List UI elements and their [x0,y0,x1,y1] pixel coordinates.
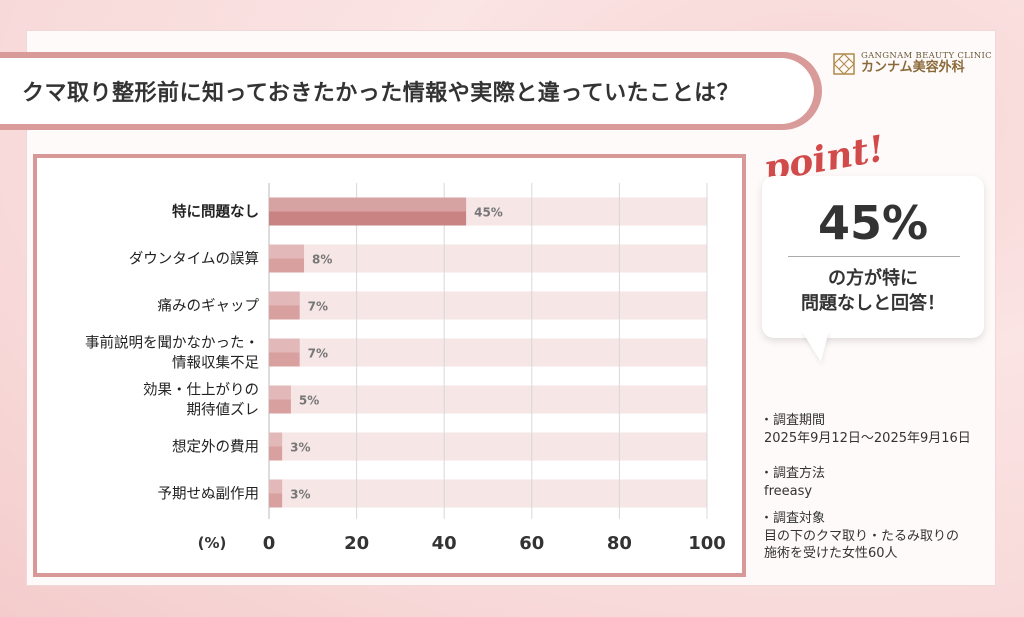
bar [269,432,283,461]
lattice-logo-icon [833,52,855,75]
clinic-logo: GANGNAM BEAUTY CLINIC カンナム美容外科 [833,51,992,76]
category-label: 痛みのギャップ [158,298,260,315]
category-label-line: 情報収集不足 [172,355,259,372]
survey-target-line2: 施術を受けた女性60人 [764,546,898,562]
point-text-line2: 問題なしと回答！ [801,293,945,315]
data-label: 8% [312,253,332,267]
bar [269,197,467,226]
category-label-line: 痛みのギャップ [158,298,260,315]
logo-japanese: カンナム美容外科 [861,60,965,76]
x-tick-label: 80 [607,533,632,554]
point-text-line1: の方が特に [828,268,918,289]
survey-period-label: 調査期間 [760,412,1000,430]
survey-period: 調査期間 2025年9月12日〜2025年9月16日 [760,412,1000,447]
bubble-divider [788,256,960,257]
bar-track [269,432,707,461]
bar-track [269,338,707,367]
x-tick-label: 0 [263,533,276,554]
data-label: 3% [290,441,310,455]
category-label-line: ダウンタイムの誤算 [129,251,259,268]
data-label: 7% [308,347,328,361]
bar-shine [269,479,283,494]
logo-english: GANGNAM BEAUTY CLINIC [861,51,992,61]
survey-target-line1: 目の下のクマ取り・たるみ取りの [764,528,960,544]
category-label-line: 想定外の費用 [172,439,259,456]
bar [269,479,283,508]
point-value: 45% [817,196,929,250]
bar [269,338,300,367]
x-tick-label: 20 [344,533,369,554]
survey-method-label: 調査方法 [760,465,1000,483]
chart-frame: 45% 特に問題なし 8% ダウンタイムの誤算 7% 痛みのギャップ 7% 事前説明を聞かなか… [33,154,746,577]
data-label: 7% [308,300,328,314]
category-label: 効果・仕上がりの期待値ズレ [143,382,259,419]
category-label: ダウンタイムの誤算 [129,251,259,268]
category-label: 想定外の費用 [172,439,259,456]
category-label-line: 特に問題なし [172,203,259,221]
category-label-line: 事前説明を聞かなかった・ [85,335,259,352]
bar-chart: 45% 特に問題なし 8% ダウンタイムの誤算 7% 痛みのギャップ 7% 事前説明を聞かなか… [85,183,726,554]
x-axis-label: (%) [198,534,227,552]
bar-shine [269,338,300,353]
x-tick-label: 40 [432,533,457,554]
category-label-line: 効果・仕上がりの [143,382,259,399]
survey-period-value: 2025年9月12日〜2025年9月16日 [764,430,971,446]
x-tick-label: 60 [519,533,544,554]
title-box: クマ取り整形前に知っておきたかった情報や実際と違っていたことは？ [0,58,814,124]
survey-method: 調査方法 freeasy [760,465,1000,500]
survey-target: 調査対象 目の下のクマ取り・たるみ取りの 施術を受けた女性60人 [760,510,1000,563]
category-label: 事前説明を聞かなかった・情報収集不足 [85,335,259,372]
bar-track [269,479,707,508]
bar-shine [269,291,300,306]
survey-target-label: 調査対象 [760,510,1000,528]
bar-track [269,244,707,273]
page-title: クマ取り整形前に知っておきたかった情報や実際と違っていたことは？ [22,81,740,106]
bar-shine [269,385,291,400]
survey-method-value: freeasy [764,483,813,499]
bubble-tail [801,330,835,362]
bar-shine [269,197,467,212]
category-label: 予期せぬ副作用 [158,486,260,503]
bar-track [269,291,707,320]
bar [269,244,305,273]
bar-track [269,385,707,414]
point-bubble [762,176,984,338]
category-label-line: 期待値ズレ [187,402,260,419]
category-label: 特に問題なし [172,203,259,221]
x-tick-label: 100 [688,533,726,554]
bar [269,385,291,414]
category-label-line: 予期せぬ副作用 [158,486,260,503]
data-label: 45% [474,206,503,220]
data-label: 3% [290,488,310,502]
point-text: の方が特に 問題なしと回答！ [762,266,984,316]
bar-shine [269,244,305,259]
bar-shine [269,432,283,447]
bar [269,291,300,320]
data-label: 5% [299,394,319,408]
